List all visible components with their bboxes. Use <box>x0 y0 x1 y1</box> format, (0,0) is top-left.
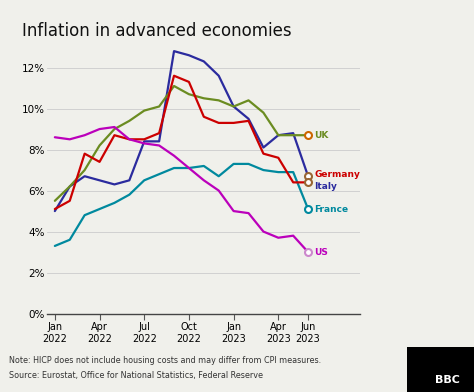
Text: Italy: Italy <box>314 182 337 191</box>
Text: Inflation in advanced economies: Inflation in advanced economies <box>22 22 292 40</box>
Text: US: US <box>314 248 328 257</box>
Text: Germany: Germany <box>314 170 360 179</box>
Text: UK: UK <box>314 131 328 140</box>
Text: Note: HICP does not include housing costs and may differ from CPI measures.: Note: HICP does not include housing cost… <box>9 356 321 365</box>
Text: Source: Eurostat, Office for National Statistics, Federal Reserve: Source: Eurostat, Office for National St… <box>9 371 264 380</box>
Text: France: France <box>314 205 348 214</box>
Text: BBC: BBC <box>435 375 460 385</box>
